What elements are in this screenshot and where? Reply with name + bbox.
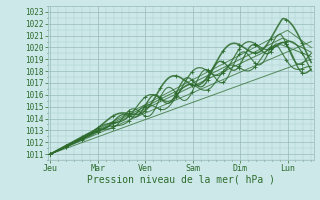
X-axis label: Pression niveau de la mer( hPa ): Pression niveau de la mer( hPa )	[87, 175, 275, 185]
